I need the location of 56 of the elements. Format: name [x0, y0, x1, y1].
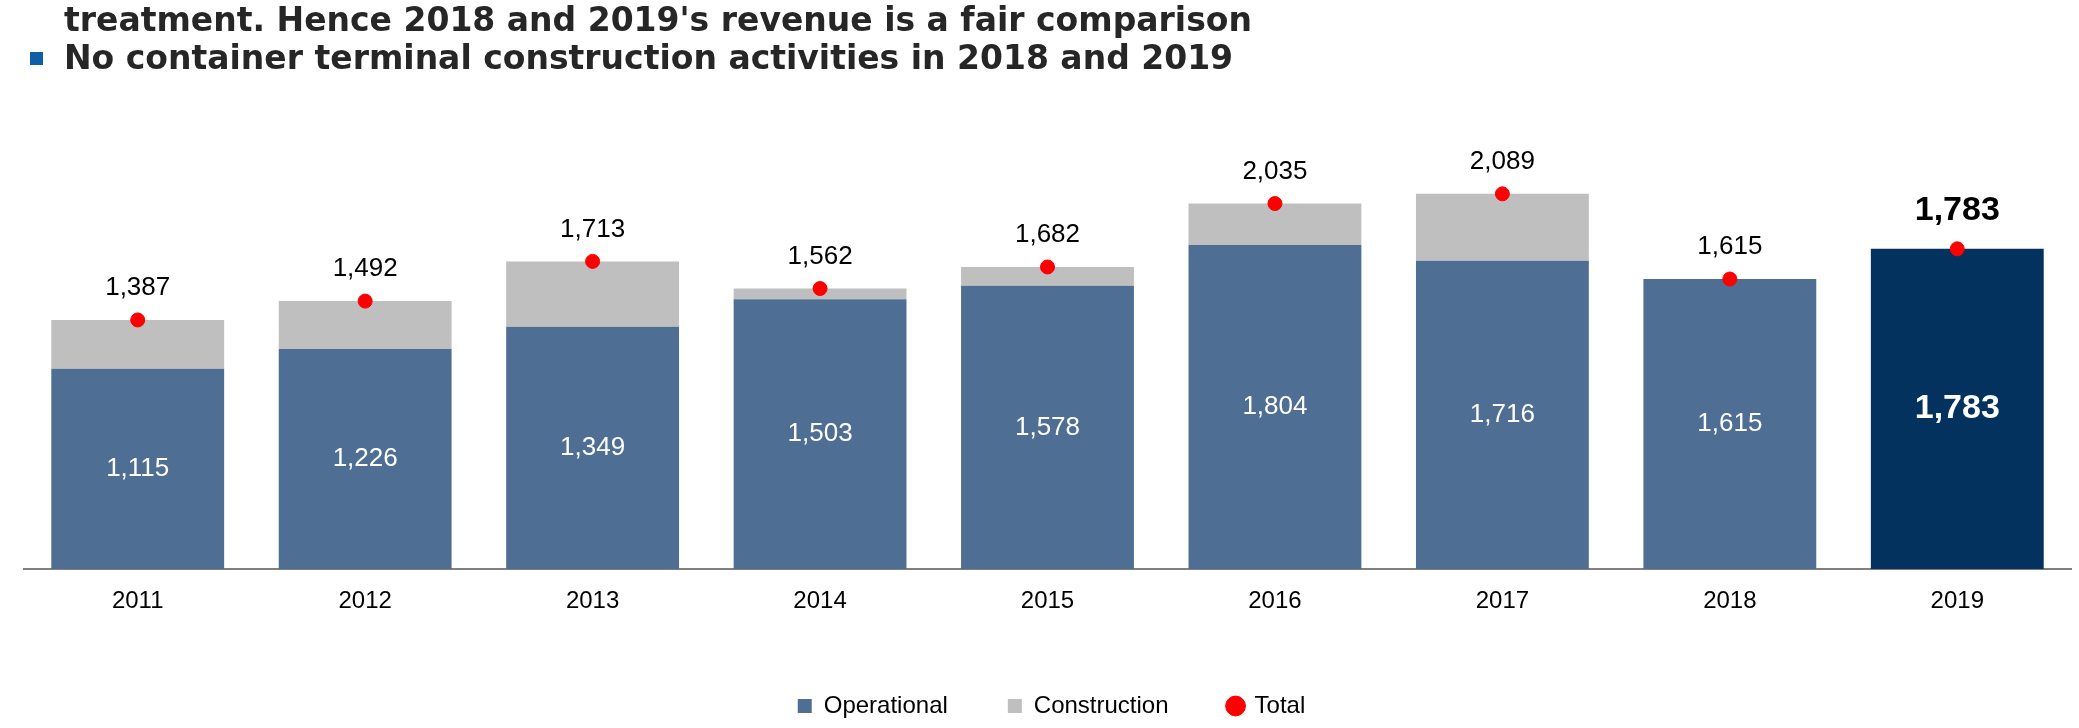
- data-label: 1,682: [1014, 218, 1081, 249]
- bar: [51, 368, 225, 570]
- data-label: 1,783: [1914, 189, 2000, 228]
- data-label: 2,089: [1469, 145, 1535, 176]
- data-label: 1,503: [787, 417, 853, 448]
- x-tick-label: 2018: [1703, 586, 1757, 614]
- legend-label: Construction: [1033, 690, 1169, 718]
- bar: [961, 266, 1134, 286]
- point: [1494, 186, 1510, 202]
- x-tick-label: 2017: [1475, 586, 1530, 614]
- data-label: 1,226: [332, 442, 398, 473]
- legend-label: Operational: [823, 690, 948, 718]
- annotation: No container terminal construction activities in 2018 and 2019: [64, 38, 1234, 77]
- legend-label: Total: [1254, 690, 1306, 718]
- data-label: 1,783: [1914, 387, 2000, 426]
- data-label: 1,562: [787, 239, 853, 270]
- data-label: 1,615: [1697, 407, 1763, 438]
- point: [1949, 241, 1965, 257]
- point: [812, 281, 828, 297]
- x-tick-label: 2011: [111, 586, 164, 614]
- x-tick-label: 2016: [1248, 586, 1302, 614]
- bar: [1870, 248, 2044, 570]
- x-tick-label: 2014: [793, 586, 847, 614]
- data-label: 1,349: [560, 431, 626, 462]
- annotation: treatment. Hence 2018 and 2019's revenue is a fair comparison: [64, 0, 1252, 39]
- bar: [1188, 203, 1362, 246]
- point: [1040, 259, 1055, 275]
- bar: [1188, 245, 1362, 570]
- data-label: 1,578: [1014, 410, 1081, 441]
- x-tick-label: 2012: [338, 586, 392, 614]
- bar: [733, 299, 907, 570]
- bar: [51, 319, 225, 369]
- data-label: 1,716: [1469, 398, 1535, 429]
- data-label: 2,035: [1242, 154, 1308, 185]
- bar: [1643, 279, 1817, 570]
- data-label: 1,804: [1242, 390, 1308, 421]
- bar: [1415, 260, 1589, 570]
- bar: [278, 348, 452, 570]
- x-tick-label: 2013: [565, 586, 620, 614]
- point: [357, 293, 373, 309]
- x-tick-label: 2019: [1930, 586, 1984, 614]
- data-label: 1,115: [106, 452, 170, 483]
- bar: [961, 285, 1134, 570]
- point: [130, 312, 146, 328]
- bar: [506, 326, 680, 570]
- bar: [506, 261, 680, 327]
- point: [585, 253, 601, 269]
- data-label: 1,387: [105, 271, 171, 302]
- x-tick-label: 2015: [1020, 586, 1075, 614]
- point: [1267, 196, 1283, 212]
- point: [1722, 271, 1738, 287]
- bar: [278, 301, 452, 349]
- bar: [1415, 193, 1589, 261]
- data-label: 1,492: [332, 252, 398, 283]
- data-label: 1,713: [560, 212, 626, 243]
- data-label: 1,615: [1697, 230, 1763, 261]
